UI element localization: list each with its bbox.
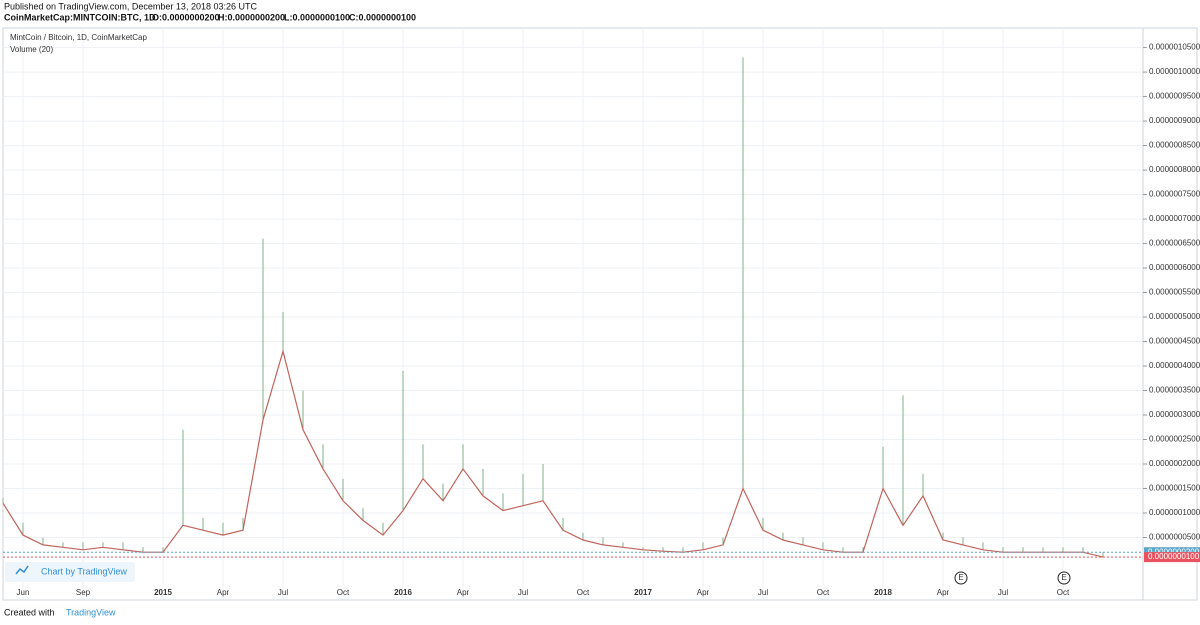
x-tick-label: Jul: [278, 588, 288, 597]
price-tag-label: 0.0000000100: [1148, 552, 1200, 561]
y-tick-label: 0.0000000500: [1149, 533, 1200, 542]
y-tick-label: 0.0000005500: [1149, 288, 1200, 297]
badge[interactable]: [5, 562, 135, 582]
x-tick-label: Oct: [817, 588, 830, 597]
x-tick-label: Jul: [518, 588, 528, 597]
y-tick-label: 0.0000007500: [1149, 190, 1200, 199]
y-tick-label: 0.0000004000: [1149, 361, 1200, 370]
ohlc-low: L:0.0000000100: [284, 12, 350, 22]
published-line: Published on TradingView.com, December 1…: [4, 1, 257, 11]
x-tick-label: Apr: [697, 588, 710, 597]
y-tick-label: 0.0000010500: [1149, 43, 1200, 52]
x-tick-label: Jun: [17, 588, 30, 597]
footer-prefix: Created with: [4, 607, 55, 617]
x-tick-label: 2015: [154, 588, 172, 597]
y-tick-label: 0.0000003000: [1149, 410, 1200, 419]
x-tick-label: 2018: [874, 588, 892, 597]
x-tick-label: Jul: [758, 588, 768, 597]
x-tick-label: Oct: [1057, 588, 1070, 597]
x-tick-label: Oct: [337, 588, 350, 597]
x-tick-label: Apr: [457, 588, 470, 597]
event-marker[interactable]: E: [1061, 573, 1066, 582]
chart-subtitle: Volume (20): [10, 45, 53, 54]
event-marker[interactable]: E: [958, 573, 963, 582]
x-tick-label: Apr: [217, 588, 230, 597]
y-tick-label: 0.0000002500: [1149, 435, 1200, 444]
event-circle[interactable]: [1057, 571, 1071, 585]
badge-text[interactable]: Chart by TradingView: [41, 566, 127, 576]
x-tick-label: Sep: [76, 588, 91, 597]
x-tick-label: 2017: [634, 588, 652, 597]
x-tick-label: 2016: [394, 588, 412, 597]
x-tick-label: Apr: [937, 588, 950, 597]
footer-brand[interactable]: TradingView: [66, 607, 116, 617]
y-tick-label: 0.0000010000: [1149, 67, 1200, 76]
x-tick-label: Jul: [998, 588, 1008, 597]
ohlc-high: H:0.0000000200: [218, 12, 285, 22]
price-tag-label: 0.0000000200: [1148, 547, 1200, 556]
symbol: CoinMarketCap:MINTCOIN:BTC, 1D: [4, 12, 156, 22]
y-tick-label: 0.0000001000: [1149, 508, 1200, 517]
y-tick-label: 0.0000008500: [1149, 141, 1200, 150]
y-tick-label: 0.0000002000: [1149, 459, 1200, 468]
plot: [2, 57, 1104, 558]
price-tag: [1144, 552, 1200, 563]
x-tick-label: Oct: [577, 588, 590, 597]
y-tick-label: 0.0000005000: [1149, 312, 1200, 321]
chart-title: MintCoin / Bitcoin, 1D, CoinMarketCap: [10, 33, 147, 42]
y-tick-label: 0.0000006000: [1149, 263, 1200, 272]
ohlc-open: O:0.0000000200: [152, 12, 220, 22]
ohlc-close: C:0.0000000100: [349, 12, 416, 22]
badge-icon: [15, 565, 29, 575]
y-tick-label: 0.0000004500: [1149, 337, 1200, 346]
y-tick-label: 0.0000009000: [1149, 116, 1200, 125]
y-tick-label: 0.0000009500: [1149, 92, 1200, 101]
price-line: [2, 349, 1104, 558]
y-tick-label: 0.0000001500: [1149, 484, 1200, 493]
chart-frame: [2, 27, 1198, 601]
grid: [3, 28, 1143, 600]
y-tick-label: 0.0000003500: [1149, 386, 1200, 395]
event-circle[interactable]: [954, 571, 968, 585]
y-tick-label: 0.0000007000: [1149, 214, 1200, 223]
y-tick-label: 0.0000006500: [1149, 239, 1200, 248]
y-tick-label: 0.0000008000: [1149, 165, 1200, 174]
